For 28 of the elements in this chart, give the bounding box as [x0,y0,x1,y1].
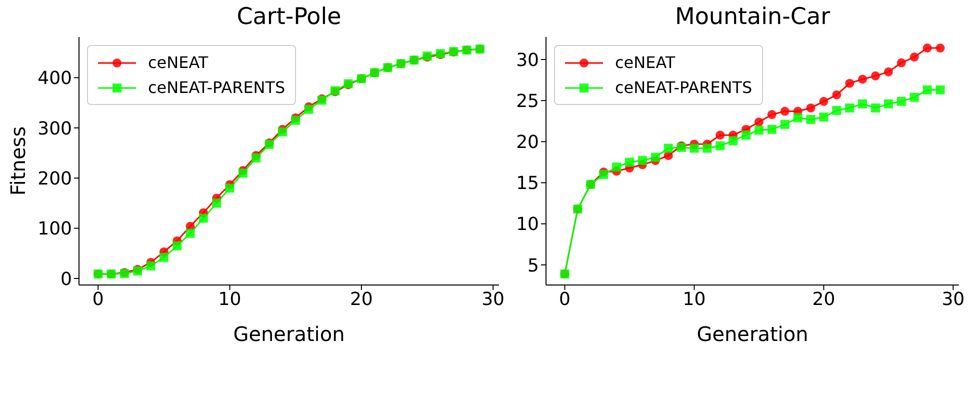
y-axis-title: Fitness [6,126,30,196]
y-tick-label: 20 [516,132,539,154]
x-tick-label: 30 [482,288,505,310]
y-tick-label: 400 [38,68,72,90]
y-tick-label: 300 [38,118,72,140]
y-tick-label: 100 [38,218,72,240]
y-tick-label: 15 [516,173,539,194]
legend-label: ceNEAT [615,53,676,72]
x-tick-label: 0 [559,288,570,310]
chart-title: Cart-Pole [236,4,342,30]
legend-label: ceNEAT-PARENTS [148,78,286,97]
chart-title: Mountain-Car [674,4,832,30]
y-tick-label: 10 [516,214,539,236]
x-tick-label: 10 [218,288,242,310]
y-tick-label: 200 [38,168,72,190]
y-tick-label: 5 [528,255,539,276]
x-tick-label: 30 [942,288,965,310]
legend-label: ceNEAT [148,53,208,72]
x-tick-label: 20 [350,288,373,310]
y-tick-label: 30 [516,50,539,71]
legend-label: ceNEAT-PARENTS [615,78,752,97]
x-axis-title: Generation [233,322,345,346]
y-tick-label: 0 [60,268,72,290]
y-tick-label: 25 [516,90,539,112]
x-tick-label: 10 [682,288,706,310]
x-tick-label: 20 [812,288,836,310]
x-axis-title: Generation [696,322,808,346]
x-tick-label: 0 [92,288,104,310]
